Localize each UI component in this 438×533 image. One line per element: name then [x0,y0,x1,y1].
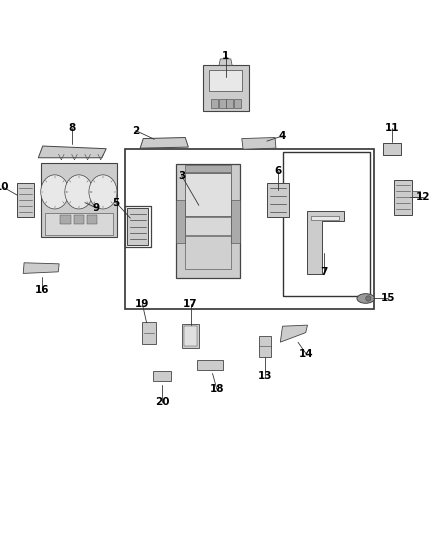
Text: 5: 5 [113,198,120,207]
Polygon shape [311,216,339,220]
Polygon shape [23,263,59,273]
Polygon shape [259,336,271,357]
Polygon shape [234,99,241,108]
Circle shape [89,175,117,209]
Ellipse shape [366,296,371,301]
Text: 18: 18 [209,384,224,394]
Polygon shape [185,165,231,172]
Polygon shape [280,325,307,342]
Text: 13: 13 [258,371,272,381]
Polygon shape [185,173,231,216]
Polygon shape [202,66,249,111]
Text: 6: 6 [275,166,282,175]
Polygon shape [267,182,289,217]
Ellipse shape [357,294,374,303]
Text: 14: 14 [299,350,314,359]
Text: 7: 7 [321,267,328,277]
Text: 17: 17 [183,299,198,309]
Circle shape [65,175,93,209]
Polygon shape [74,215,84,224]
Text: 2: 2 [132,126,139,135]
Polygon shape [176,164,240,278]
Polygon shape [211,99,218,108]
Text: 12: 12 [415,192,430,202]
Polygon shape [40,163,117,237]
Polygon shape [242,138,276,149]
Polygon shape [197,360,223,370]
Polygon shape [226,99,233,108]
Text: 11: 11 [385,123,399,133]
Bar [125,149,374,309]
Polygon shape [307,211,344,274]
Polygon shape [182,324,199,348]
Polygon shape [394,180,412,214]
Text: 8: 8 [69,123,76,133]
Polygon shape [45,213,113,235]
Polygon shape [383,143,401,155]
Polygon shape [87,215,97,224]
Text: 16: 16 [34,286,49,295]
Polygon shape [140,138,188,148]
Text: 1: 1 [222,51,229,61]
Polygon shape [153,371,171,381]
Polygon shape [17,182,34,217]
Polygon shape [185,217,231,235]
Polygon shape [60,215,71,224]
Polygon shape [176,200,185,243]
Polygon shape [219,59,232,66]
Polygon shape [184,326,197,346]
Text: 4: 4 [279,131,286,141]
Bar [283,152,370,296]
Polygon shape [231,200,240,243]
Text: 10: 10 [0,182,10,191]
Polygon shape [209,70,242,91]
Text: 19: 19 [135,299,149,309]
Text: 15: 15 [380,294,395,303]
Circle shape [41,175,69,209]
Polygon shape [185,236,231,269]
Text: 9: 9 [93,203,100,213]
Text: 3: 3 [178,171,185,181]
Polygon shape [127,208,148,245]
Polygon shape [219,99,226,108]
Polygon shape [142,322,156,344]
Polygon shape [39,146,106,158]
Polygon shape [412,191,420,197]
Text: 20: 20 [155,398,170,407]
